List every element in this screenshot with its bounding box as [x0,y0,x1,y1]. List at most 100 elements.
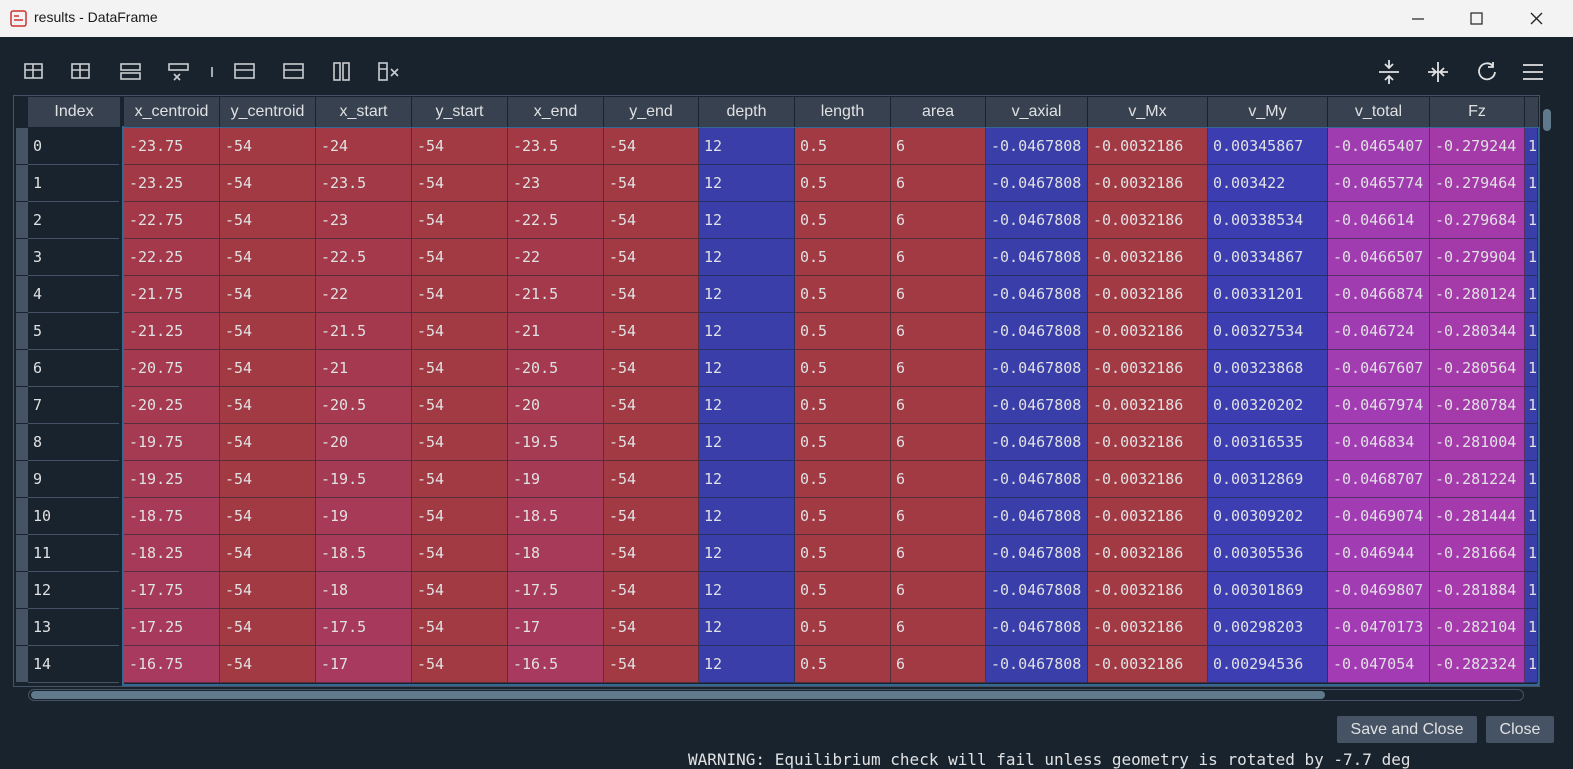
index-cell: 3 [28,239,119,276]
data-cell: -0.0466507 [1328,239,1430,276]
data-cell: 0.00309202 [1208,498,1328,535]
data-cell: -54 [412,202,508,239]
data-cell-partial: 1 [1525,239,1538,276]
data-cell: 6 [891,239,986,276]
index-cell: 1 [28,165,119,202]
data-cell: 0.00312869 [1208,461,1328,498]
data-cell: 12 [699,239,795,276]
data-cell: -54 [604,535,699,572]
data-cell: 12 [699,572,795,609]
data-cell: 0.5 [795,646,891,683]
data-cell: 0.003422 [1208,165,1328,202]
data-cell: -0.280564 [1430,350,1525,387]
data-cell: -21 [508,313,604,350]
toolbar-right[interactable] [1375,58,1555,86]
row-header [16,424,28,460]
data-cell-partial: 1 [1525,202,1538,239]
data-cell: -23.75 [124,128,220,165]
data-cell: -0.0467607 [1328,350,1430,387]
data-cell: 0.5 [795,609,891,646]
data-cell: -0.0032186 [1088,424,1208,461]
data-cell-partial: 1 [1525,646,1538,683]
data-cell: -54 [604,424,699,461]
data-cell: -0.0467808 [986,387,1088,424]
data-cell: -54 [220,276,316,313]
horizontal-scrollbar[interactable] [28,689,1524,701]
title-bar: results - DataFrame [0,0,1573,37]
data-cell: -54 [220,498,316,535]
data-cell: 12 [699,350,795,387]
data-cell: -0.0467808 [986,535,1088,572]
data-cell: -0.0466874 [1328,276,1430,313]
data-cell: 0.5 [795,498,891,535]
row-header [16,239,28,275]
close-button[interactable]: Close [1486,716,1554,743]
data-cell: -0.0032186 [1088,461,1208,498]
save-and-close-button[interactable]: Save and Close [1337,716,1477,743]
data-cell: -0.0032186 [1088,498,1208,535]
data-cell: -54 [604,498,699,535]
data-cell: -0.280344 [1430,313,1525,350]
data-cell: 12 [699,128,795,165]
data-cell-partial: 1 [1525,128,1538,165]
data-cell: -54 [412,387,508,424]
row-header [16,572,28,608]
data-cell: -54 [220,202,316,239]
data-cell: -0.047054 [1328,646,1430,683]
data-cell: -0.0467808 [986,202,1088,239]
data-cell: 12 [699,609,795,646]
column-header: length [795,97,891,127]
data-cell: -17 [316,646,412,683]
data-cell: 12 [699,202,795,239]
data-cell: -54 [220,387,316,424]
data-cell: 0.5 [795,128,891,165]
data-cell: -0.046944 [1328,535,1430,572]
data-cell: -0.0467808 [986,609,1088,646]
data-cell: 0.00345867 [1208,128,1328,165]
data-cell: 12 [699,276,795,313]
data-cell: -54 [604,313,699,350]
row-header [16,128,28,164]
data-cell: 12 [699,646,795,683]
index-cell: 10 [28,498,119,535]
data-cell: -19.5 [508,424,604,461]
scroll-thumb[interactable] [1543,109,1551,131]
data-cell: -54 [412,498,508,535]
data-cell: -22.5 [508,202,604,239]
data-cell: -0.0467808 [986,276,1088,313]
data-cell-partial: 1 [1525,350,1538,387]
data-cell: -0.046834 [1328,424,1430,461]
data-cell: 12 [699,387,795,424]
data-cell: -22.5 [316,239,412,276]
scroll-thumb[interactable] [31,691,1325,699]
console-text: WARNING: Equilibrium check will fail unl… [688,750,1411,769]
data-cell: -54 [604,276,699,313]
data-cell: -22.25 [124,239,220,276]
data-cell: 6 [891,276,986,313]
toolbar-left[interactable] [20,58,410,86]
data-cell: 6 [891,609,986,646]
data-cell: -19.5 [316,461,412,498]
data-cell: -20 [316,424,412,461]
index-cell: 5 [28,313,119,350]
vertical-scrollbar[interactable] [1541,97,1553,682]
data-cell: -18.75 [124,498,220,535]
row-header [16,313,28,349]
data-cell: -21.5 [508,276,604,313]
data-cell: 6 [891,350,986,387]
data-cell: -16.5 [508,646,604,683]
data-cell: -54 [220,572,316,609]
window-controls[interactable] [1400,6,1570,32]
data-cell: -0.0032186 [1088,387,1208,424]
data-cell: -0.0467808 [986,646,1088,683]
index-cell: 6 [28,350,119,387]
data-cell: 12 [699,535,795,572]
data-cell: -17 [508,609,604,646]
data-cell: -54 [220,313,316,350]
data-cell-partial: 1 [1525,609,1538,646]
data-cell: -24 [316,128,412,165]
row-header [16,165,28,201]
row-header [16,350,28,386]
data-cell: -0.0468707 [1328,461,1430,498]
data-cell: -0.280784 [1430,387,1525,424]
